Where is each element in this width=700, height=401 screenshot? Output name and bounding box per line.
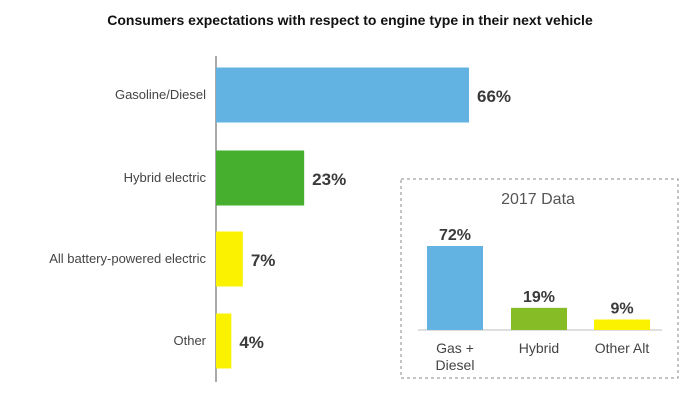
inset-bar bbox=[594, 319, 650, 330]
bar bbox=[216, 313, 232, 369]
inset-title: 2017 Data bbox=[501, 191, 575, 208]
data-label: 7% bbox=[251, 251, 276, 270]
category-label: Gasoline/Diesel bbox=[115, 87, 206, 102]
inset-bar bbox=[427, 246, 483, 330]
inset-data-label: 19% bbox=[523, 289, 555, 306]
category-label: Other bbox=[173, 333, 206, 348]
inset-category-label: Diesel bbox=[436, 357, 475, 373]
inset-data-label: 9% bbox=[610, 301, 633, 318]
category-label: Hybrid electric bbox=[124, 170, 207, 185]
bar bbox=[216, 150, 305, 206]
data-label: 4% bbox=[239, 333, 264, 352]
bar bbox=[216, 67, 469, 123]
data-label: 66% bbox=[477, 87, 511, 106]
inset-frame bbox=[400, 178, 679, 379]
bar bbox=[216, 231, 243, 287]
inset-category-label: Gas + bbox=[436, 340, 474, 356]
chart-title: Consumers expectations with respect to e… bbox=[107, 12, 593, 28]
data-label: 23% bbox=[312, 170, 346, 189]
inset-category-label: Hybrid bbox=[519, 340, 559, 356]
category-label: All battery-powered electric bbox=[49, 251, 206, 266]
inset-bar bbox=[511, 307, 567, 330]
inset-category-label: Other Alt bbox=[595, 340, 650, 356]
inset-data-label: 72% bbox=[439, 227, 471, 244]
